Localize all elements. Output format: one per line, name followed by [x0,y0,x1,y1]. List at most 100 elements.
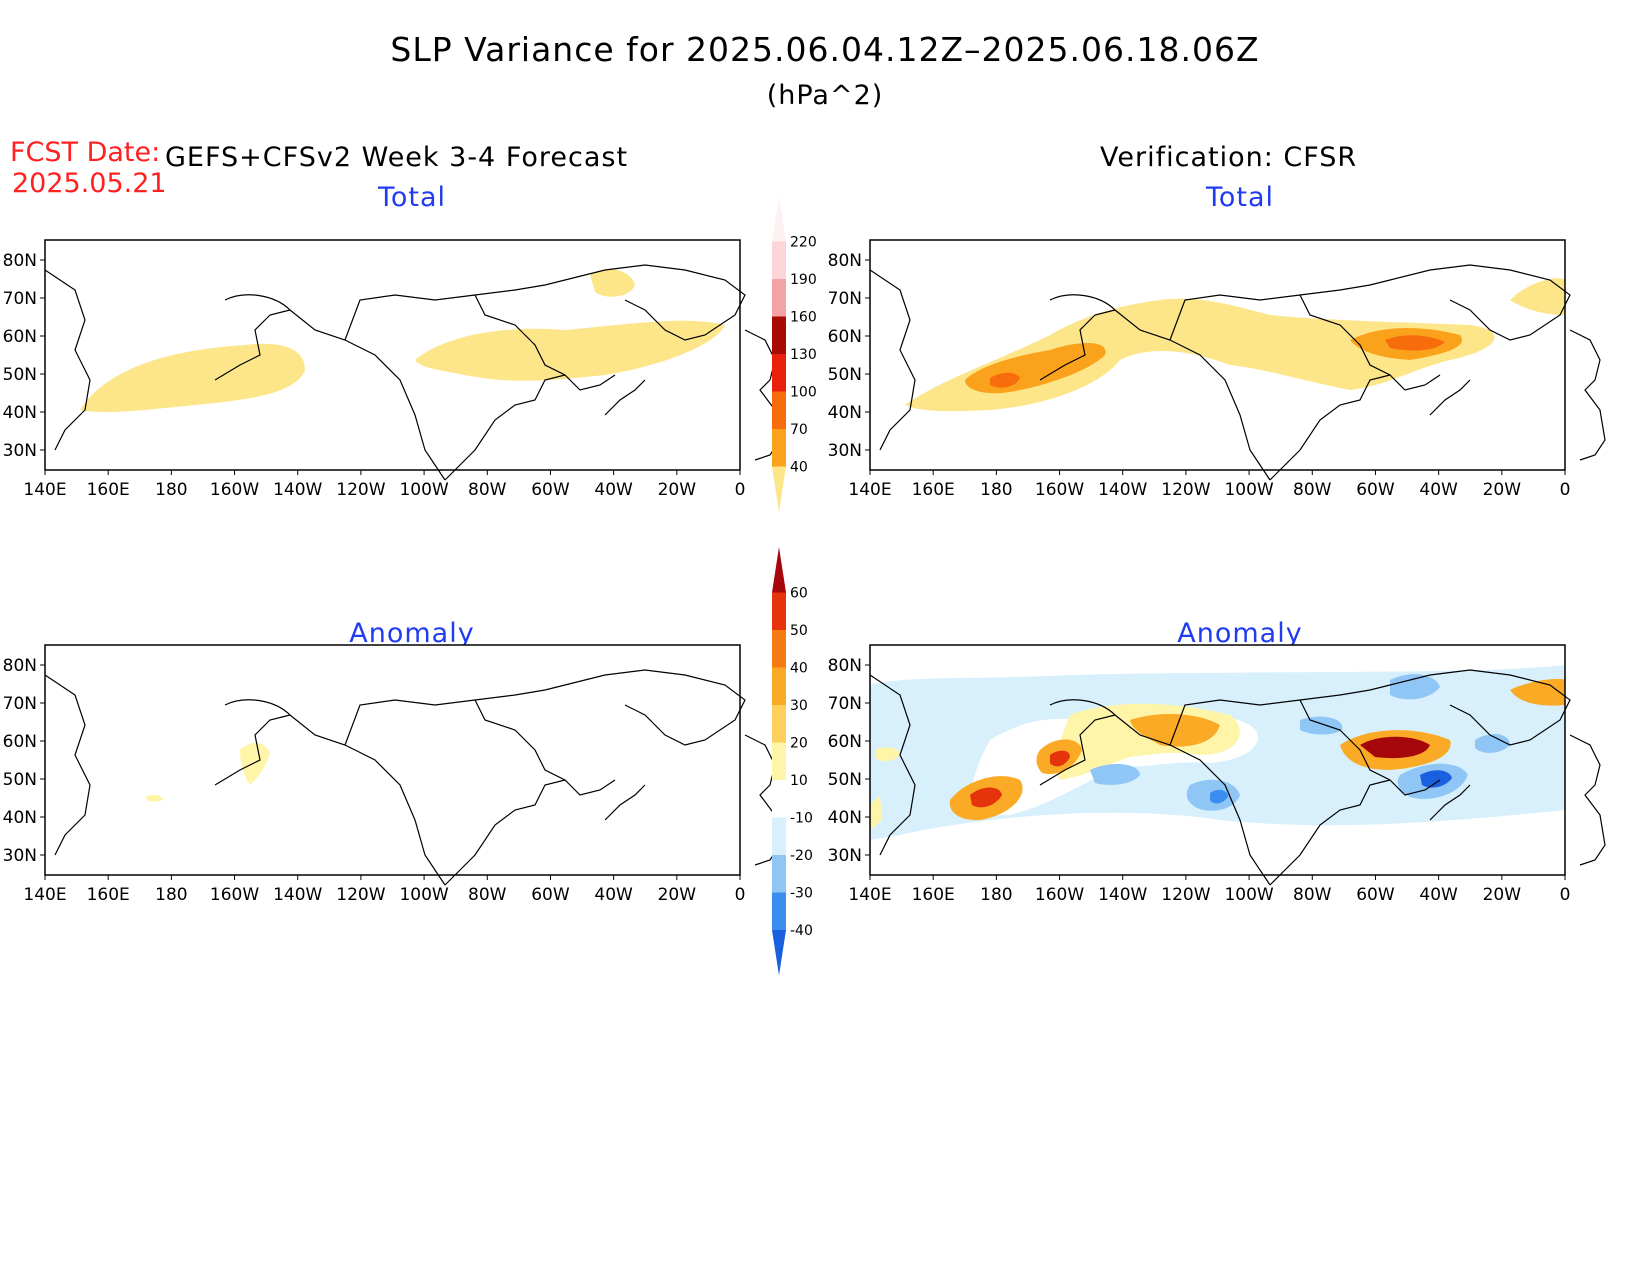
verification-total-shading-atl-red [1385,335,1445,351]
forecast-total-lon-tick-label: 180 [155,480,187,500]
verification-anomaly-lat-tick-label: 70N [828,694,862,714]
verification-anomaly-shading-neg4 [1390,674,1440,700]
main-units: (hPa^2) [766,80,884,111]
forecast-anomaly-lon-tick-label: 140E [23,885,66,905]
total-colorbar-swatch [772,466,786,512]
verification-total-lon-tick-label: 120W [1161,480,1210,500]
verification-total-lon-tick-label: 0 [1560,480,1571,500]
verification-anomaly-shading-neg1 [1090,763,1140,785]
verification-anomaly-shading-atl-pos-c [1360,736,1430,759]
verification-total-title: Total [1205,182,1275,213]
forecast-total-lon-tick-label: 80W [468,480,507,500]
main-title: SLP Variance for 2025.06.04.12Z–2025.06.… [390,30,1260,69]
anomaly-colorbar-swatch [772,705,786,743]
forecast-total-lat-tick-label: 70N [3,289,37,309]
verification-total-lat-tick-label: 40N [828,403,862,423]
verification-anomaly-lon-tick-label: 20W [1483,885,1522,905]
anomaly-colorbar-level-label: -10 [790,811,813,827]
verification-total-frame [869,239,1566,471]
verification-anomaly-shading-pos3c [970,787,1002,808]
forecast-anomaly-lon-tick-label: 40W [594,885,633,905]
forecast-anomaly-lat-tick-label: 40N [3,808,37,828]
verification-anomaly-shading-neg3c [1420,770,1452,788]
forecast-total-shading-greenland [590,269,635,297]
axis-labels: 80N 70N 60N 50N 40N 30N 140E 160E 180 160W 140W 120… [3,251,1571,905]
verification-anomaly-shading-pos6 [875,747,900,762]
anomaly-colorbar-swatch [772,817,786,855]
forecast-total-lat-tick-label: 40N [3,403,37,423]
verification-anomaly-shading-pos2c [1050,750,1070,767]
verification-total-lon-tick-label: 40W [1419,480,1458,500]
forecast-total-lon-tick-label: 60W [531,480,570,500]
forecast-anomaly-frame [44,644,741,876]
forecast-anomaly-lat-tick-label: 80N [3,656,37,676]
anomaly-colorbar-level-label: -30 [790,886,813,902]
forecast-anomaly-lat-tick-label: 30N [3,846,37,866]
anomaly-colorbar-swatch [772,742,786,780]
forecast-total-lon-tick-label: 160W [210,480,259,500]
verification-total-lon-tick-label: 160E [912,480,955,500]
forecast-anomaly-lon-tick-label: 140W [273,885,322,905]
total-colorbar-level-label: 190 [790,272,817,288]
forecast-total-lon-tick-label: 140E [23,480,66,500]
total-colorbar-swatch [772,354,786,392]
forecast-anomaly-lon-tick-label: 100W [399,885,448,905]
verification-total-lon-tick-label: 20W [1483,480,1522,500]
forecast-total-frame [44,239,741,471]
verification-anomaly-lon-tick-label: 40W [1419,885,1458,905]
forecast-total-lon-tick-label: 20W [658,480,697,500]
total-colorbar-level-label: 40 [790,460,808,476]
total-colorbar-level-label: 220 [790,235,817,251]
forecast-total-shading-atlantic [415,320,725,381]
verification-anomaly-lon-tick-label: 160E [912,885,955,905]
forecast-total-lat-tick-label: 80N [3,251,37,271]
verification-anomaly-lon-tick-label: 120W [1161,885,1210,905]
anomaly-colorbar-level-label: 20 [790,736,808,752]
forecast-anomaly-title: Anomaly [349,618,475,649]
forecast-anomaly-lat-tick-label: 50N [3,770,37,790]
forecast-total-title: Total [377,182,447,213]
verification-header: Verification: CFSR [1100,142,1358,173]
anomaly-colorbar-swatch [772,630,786,668]
anomaly-colorbar-swatch [772,667,786,705]
total-colorbar-swatch [772,279,786,317]
verification-anomaly-lon-tick-label: 100W [1224,885,1273,905]
forecast-header: GEFS+CFSv2 Week 3-4 Forecast [165,142,629,173]
verification-total-lon-tick-label: 100W [1224,480,1273,500]
total-colorbar-swatch [772,241,786,279]
forecast-anomaly-lon-tick-label: 0 [735,885,746,905]
verification-anomaly-shading-pos5 [870,795,882,830]
verification-anomaly-lon-tick-label: 140W [1098,885,1147,905]
verification-total-lon-tick-label: 80W [1293,480,1332,500]
forecast-anomaly-shading-small [145,794,163,802]
fcst-date-label: FCST Date: [10,137,161,168]
verification-anomaly-lat-tick-label: 30N [828,846,862,866]
total-colorbar-swatch [772,429,786,467]
forecast-anomaly-lon-tick-label: 120W [336,885,385,905]
forecast-total-panel [44,239,781,481]
forecast-anomaly-lon-tick-label: 80W [468,885,507,905]
verification-total-panel [869,239,1606,481]
anomaly-colorbar-level-label: -20 [790,848,813,864]
verification-anomaly-lon-tick-label: 180 [980,885,1012,905]
verification-anomaly-frame [869,644,1566,876]
anomaly-colorbar-level-label: 30 [790,698,808,714]
forecast-total-lat-tick-label: 50N [3,365,37,385]
forecast-anomaly-lon-tick-label: 180 [155,885,187,905]
verification-total-lon-tick-label: 60W [1356,480,1395,500]
verification-total-lat-tick-label: 30N [828,441,862,461]
verification-anomaly-lat-tick-label: 80N [828,656,862,676]
verification-anomaly-shading-neg2c [1210,789,1228,804]
forecast-total-lon-tick-label: 140W [273,480,322,500]
verification-anomaly-title: Anomaly [1177,618,1303,649]
anomaly-colorbar-level-label: 60 [790,586,808,602]
total-colorbar-level-label: 130 [790,347,817,363]
forecast-anomaly-lon-tick-label: 160E [87,885,130,905]
forecast-anomaly-lat-tick-label: 70N [3,694,37,714]
forecast-anomaly-lon-tick-label: 20W [658,885,697,905]
anomaly-colorbar-swatch [772,780,786,818]
forecast-total-lon-tick-label: 0 [735,480,746,500]
anomaly-colorbar-level-label: -40 [790,923,813,939]
verification-anomaly-lon-tick-label: 80W [1293,885,1332,905]
